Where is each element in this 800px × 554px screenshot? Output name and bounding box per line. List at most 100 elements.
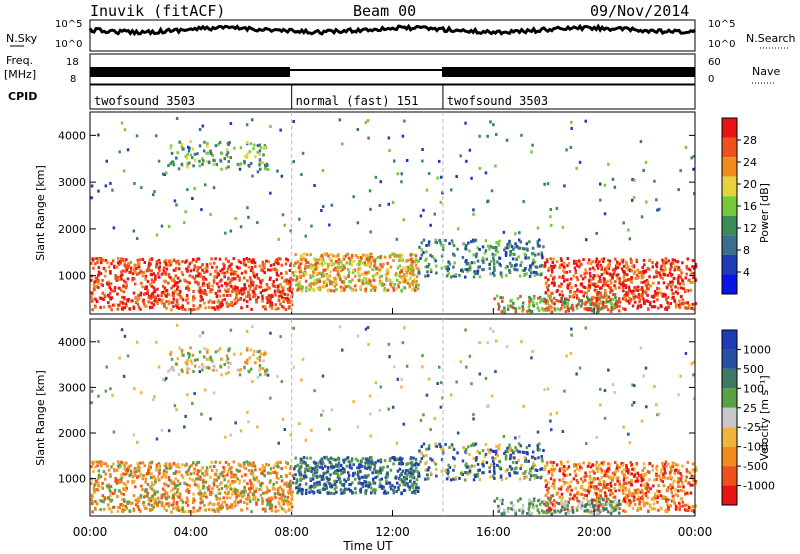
range-cell	[217, 501, 220, 505]
range-cell	[283, 279, 286, 283]
range-cell	[602, 259, 605, 263]
range-cell	[575, 276, 579, 279]
range-cell	[389, 485, 392, 489]
range-cell	[380, 477, 383, 481]
range-cell	[212, 508, 216, 512]
range-cell	[503, 248, 506, 252]
range-cell	[641, 265, 644, 269]
range-cell	[574, 463, 578, 467]
range-cell	[385, 269, 389, 273]
range-cell	[354, 274, 357, 278]
range-cell	[686, 257, 689, 261]
range-cell	[163, 492, 166, 496]
range-cell	[161, 284, 165, 288]
range-cell	[304, 258, 307, 262]
range-cell	[381, 486, 384, 490]
noise-trace	[88, 23, 696, 37]
range-cell	[217, 142, 220, 146]
range-cell	[310, 470, 313, 473]
range-cell	[261, 497, 264, 501]
range-cell	[381, 284, 384, 288]
range-cell	[591, 266, 595, 270]
nsearch-tick-top: 10^5	[708, 19, 735, 30]
range-cell	[103, 497, 107, 501]
range-cell	[224, 257, 228, 261]
range-cell	[388, 149, 391, 153]
range-cell	[474, 475, 477, 478]
range-cell	[512, 451, 515, 455]
range-cell	[624, 307, 627, 311]
range-cell	[546, 488, 549, 492]
range-cell	[435, 467, 438, 471]
freq-tick-bottom: 8	[70, 74, 76, 85]
range-cell	[309, 466, 312, 470]
range-cell	[333, 284, 337, 288]
range-cell	[468, 148, 472, 152]
range-cell	[314, 466, 317, 470]
range-cell	[659, 291, 663, 295]
range-cell	[411, 280, 415, 283]
range-cell	[519, 240, 522, 244]
range-cell	[248, 463, 251, 467]
range-cell	[626, 299, 630, 303]
range-cell	[632, 196, 636, 200]
range-cell	[681, 464, 684, 468]
range-cell	[278, 290, 282, 294]
range-cell	[534, 468, 537, 472]
range-cell	[547, 471, 550, 475]
range-cell	[243, 298, 246, 302]
range-cell	[114, 277, 118, 281]
range-cell	[689, 268, 692, 272]
range-cell	[207, 502, 210, 506]
range-cell	[630, 483, 633, 487]
range-cell	[133, 470, 136, 474]
range-cell	[275, 473, 278, 477]
range-cell	[149, 496, 153, 500]
range-cell	[349, 258, 352, 261]
range-cell	[435, 264, 438, 268]
range-cell	[101, 291, 105, 295]
range-cell	[602, 296, 605, 299]
range-cell	[633, 292, 636, 296]
range-cell	[113, 266, 116, 270]
range-cell	[129, 472, 133, 476]
range-cell	[204, 183, 207, 187]
range-cell	[136, 298, 139, 302]
range-cell	[435, 241, 439, 245]
range-cell	[320, 209, 323, 212]
range-cell	[208, 290, 212, 294]
range-cell	[285, 460, 288, 464]
range-cell	[125, 268, 129, 272]
range-cell	[532, 296, 536, 300]
range-cell	[149, 476, 153, 479]
range-cell	[596, 495, 599, 499]
range-cell	[426, 468, 430, 472]
range-cell	[228, 281, 232, 284]
range-cell	[167, 484, 170, 488]
range-cell	[570, 286, 573, 289]
range-cell	[547, 308, 550, 312]
range-cell	[489, 463, 493, 467]
range-cell	[620, 485, 623, 489]
range-cell	[214, 473, 217, 477]
range-cell	[639, 288, 642, 291]
range-cell	[123, 464, 126, 468]
range-cell	[243, 485, 246, 489]
range-cell	[155, 260, 159, 264]
range-cell	[475, 456, 478, 459]
range-cell	[330, 491, 333, 495]
range-cell	[551, 464, 554, 468]
range-cell	[287, 279, 291, 283]
range-cell	[261, 161, 265, 165]
range-cell	[343, 469, 346, 473]
range-cell	[199, 294, 203, 298]
range-cell	[513, 449, 517, 453]
range-cell	[129, 464, 133, 468]
range-cell	[174, 506, 178, 510]
range-cell	[552, 279, 555, 283]
range-cell	[100, 261, 103, 265]
range-cell	[274, 285, 277, 289]
range-cell	[365, 254, 368, 258]
range-cell	[549, 477, 553, 481]
range-cell	[639, 140, 643, 144]
